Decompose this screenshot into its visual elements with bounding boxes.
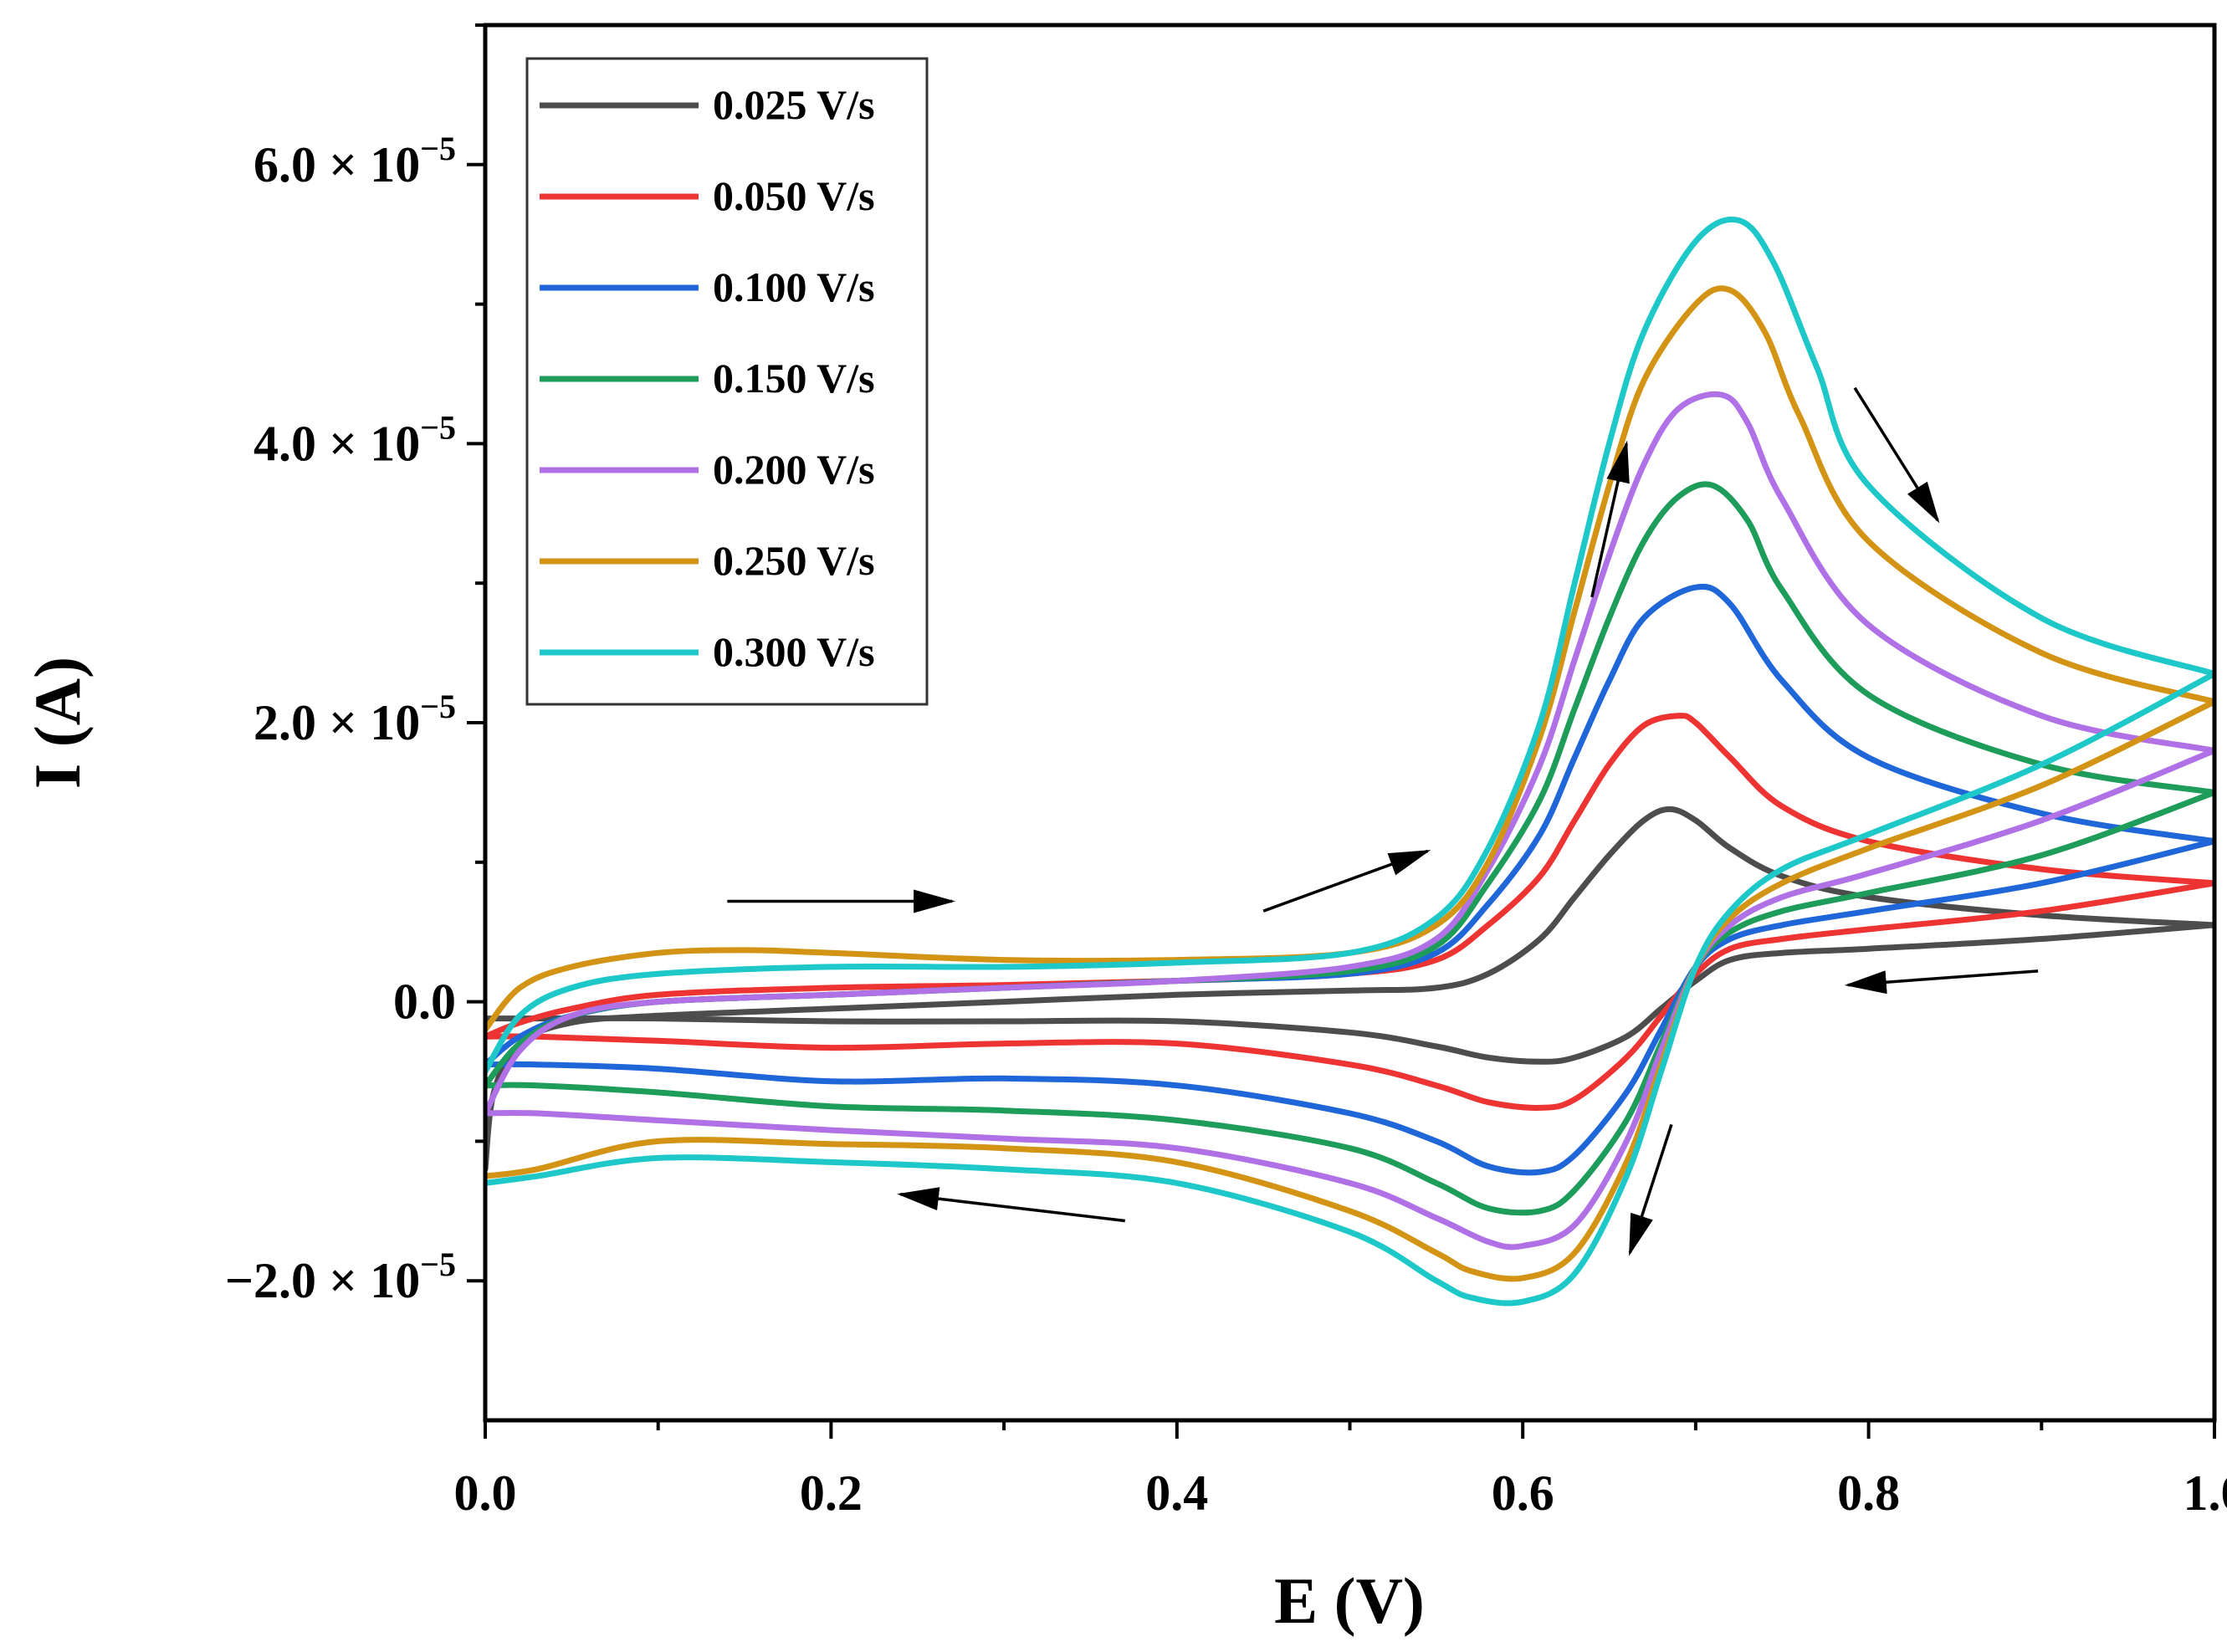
x-tick-label: 0.4 [1145,1465,1208,1521]
y-axis-title: I (A) [21,657,94,789]
scan-arrow-2 [1262,849,1431,913]
legend-label: 0.150 V/s [713,355,875,401]
x-tick-label: 0.0 [454,1465,517,1521]
legend-label: 0.200 V/s [713,446,875,493]
series-3-reverse-scan [485,838,2214,1176]
legend-label: 0.250 V/s [713,537,875,584]
series-5 [485,391,2214,1251]
series-6-reverse-scan [485,698,2214,1282]
series-lines [485,216,2214,1307]
x-tick-label: 0.2 [800,1465,863,1521]
series-7-reverse-scan [485,671,2214,1307]
x-axis-title: E (V) [1274,1564,1425,1637]
scan-arrow-3 [1590,440,1630,598]
legend-label: 0.025 V/s [713,81,875,128]
x-axis-ticks: 0.0 0.2 0.4 0.6 0.8 1.0 [454,1420,2227,1521]
series-5-reverse-scan [485,747,2214,1251]
series-7 [485,216,2214,1307]
y-tick-label: 2.0 × 10−5 [253,688,456,750]
series-2-forward-scan [485,713,2214,1040]
y-tick-label: −2.0 × 10−5 [225,1245,456,1308]
series-7-forward-scan [485,216,2214,1075]
series-1-reverse-scan [485,922,2214,1065]
scan-direction-arrows [727,386,2039,1256]
x-tick-label: 0.8 [1837,1465,1900,1521]
series-6-forward-scan [485,285,2214,1033]
legend-label: 0.050 V/s [713,172,875,219]
legend-label: 0.100 V/s [713,263,875,310]
scan-arrow-4 [1853,386,1940,524]
scan-arrow-5 [1844,969,2039,995]
y-tick-label: 6.0 × 10−5 [253,130,456,192]
series-2 [485,713,2214,1111]
y-tick-label: 0.0 [393,974,456,1030]
scan-arrow-6 [1628,1123,1673,1256]
y-axis-ticks: −2.0 × 10−5 0.0 2.0 × 10−5 4.0 × 10−5 6.0 × … [225,23,485,1308]
series-4-reverse-scan [485,789,2214,1216]
x-tick-label: 0.6 [1492,1465,1554,1521]
x-tick-label: 1.0 [2183,1465,2227,1521]
scan-arrow-7 [897,1187,1125,1223]
series-6 [485,285,2214,1282]
y-tick-label: 4.0 × 10−5 [253,408,456,471]
legend-label: 0.300 V/s [713,628,875,675]
legend: 0.025 V/s 0.050 V/s 0.100 V/s 0.150 V/s 0.20… [525,57,929,706]
series-2-reverse-scan [485,880,2214,1111]
series-5-forward-scan [485,391,2214,1117]
